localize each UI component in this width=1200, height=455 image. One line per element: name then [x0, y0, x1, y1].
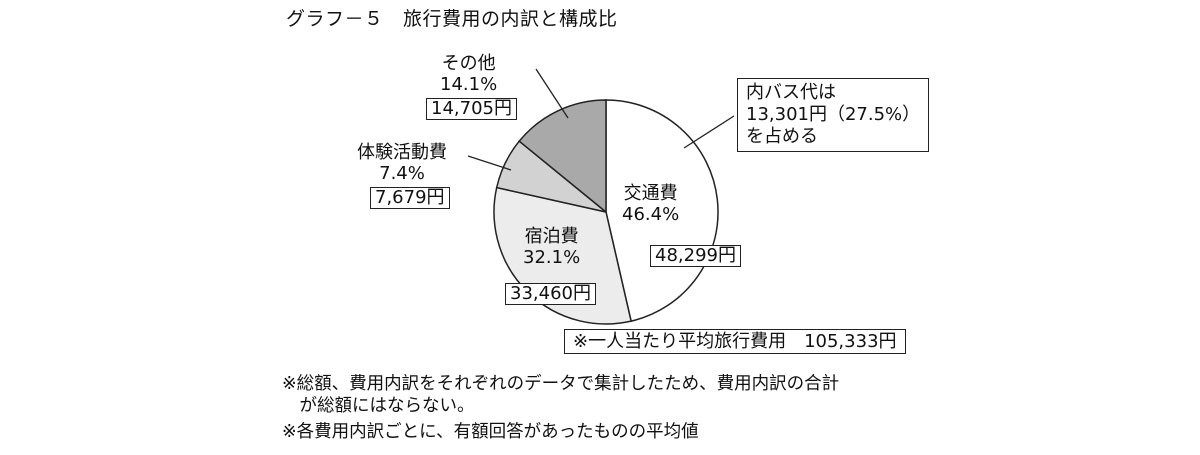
slice-pct-lodging: 32.1%	[523, 247, 581, 268]
amount-box-lodging: 33,460円	[505, 283, 596, 305]
leader-line-bus	[683, 115, 735, 149]
amount-box-other: 14,705円	[426, 98, 517, 120]
slice-pct-other: 14.1%	[440, 74, 498, 95]
footnote-1: ※総額、費用内訳をそれぞれのデータで集計したため、費用内訳の合計	[282, 374, 840, 394]
amount-box-activity: 7,679円	[370, 187, 450, 209]
slice-pct-transport: 46.4%	[622, 204, 680, 225]
slice-label-lodging: 宿泊費 32.1%	[523, 226, 580, 268]
bus-annotation-line-3: を占める	[746, 126, 818, 147]
chart-title: グラフ－５ 旅行費用の内訳と構成比	[286, 8, 618, 30]
bus-annotation-line-1: 内バス代は	[746, 82, 836, 103]
bus-annotation-line-2: 13,301円（27.5%）	[746, 104, 921, 125]
slice-pct-activity: 7.4%	[379, 163, 425, 184]
pie-slice-other	[518, 99, 607, 214]
average-cost-box: ※一人当たり平均旅行費用 105,333円	[564, 329, 906, 354]
bus-fare-annotation: 内バス代は 13,301円（27.5%） を占める	[737, 78, 930, 152]
slice-name-activity: 体験活動費	[357, 142, 447, 163]
slice-label-activity: 体験活動費 7.4%	[357, 142, 447, 184]
footnote-2: が総額にはならない。	[282, 396, 475, 416]
slice-label-other: その他 14.1%	[440, 53, 497, 95]
slice-name-lodging: 宿泊費	[524, 226, 579, 247]
leader-line-other	[535, 68, 569, 119]
amount-box-transport: 48,299円	[650, 245, 741, 267]
slice-name-other: その他	[441, 53, 496, 74]
slice-label-transport: 交通費 46.4%	[622, 183, 679, 225]
leader-line-activity	[467, 155, 512, 171]
footnote-3: ※各費用内訳ごとに、有額回答があったものの平均値	[282, 422, 699, 442]
slice-name-transport: 交通費	[623, 183, 678, 204]
